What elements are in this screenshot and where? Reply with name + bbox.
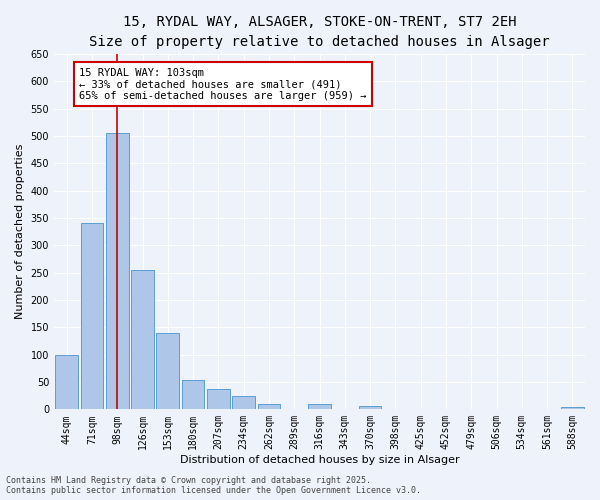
Bar [106,133,128,409]
Bar [257,404,280,409]
X-axis label: Distribution of detached houses by size in Alsager: Distribution of detached houses by size … [180,455,460,465]
Text: 15 RYDAL WAY: 103sqm
← 33% of detached houses are smaller (491)
65% of semi-deta: 15 RYDAL WAY: 103sqm ← 33% of detached h… [79,68,367,100]
Bar [182,380,205,410]
Bar [308,404,331,409]
Bar [157,333,179,409]
Bar [131,270,154,409]
Bar [55,354,78,410]
Bar [359,406,382,409]
Bar [207,388,230,409]
Y-axis label: Number of detached properties: Number of detached properties [15,144,25,320]
Text: Contains HM Land Registry data © Crown copyright and database right 2025.
Contai: Contains HM Land Registry data © Crown c… [6,476,421,495]
Bar [561,406,584,410]
Title: 15, RYDAL WAY, ALSAGER, STOKE-ON-TRENT, ST7 2EH
Size of property relative to det: 15, RYDAL WAY, ALSAGER, STOKE-ON-TRENT, … [89,15,550,48]
Bar [80,224,103,410]
Bar [232,396,255,409]
